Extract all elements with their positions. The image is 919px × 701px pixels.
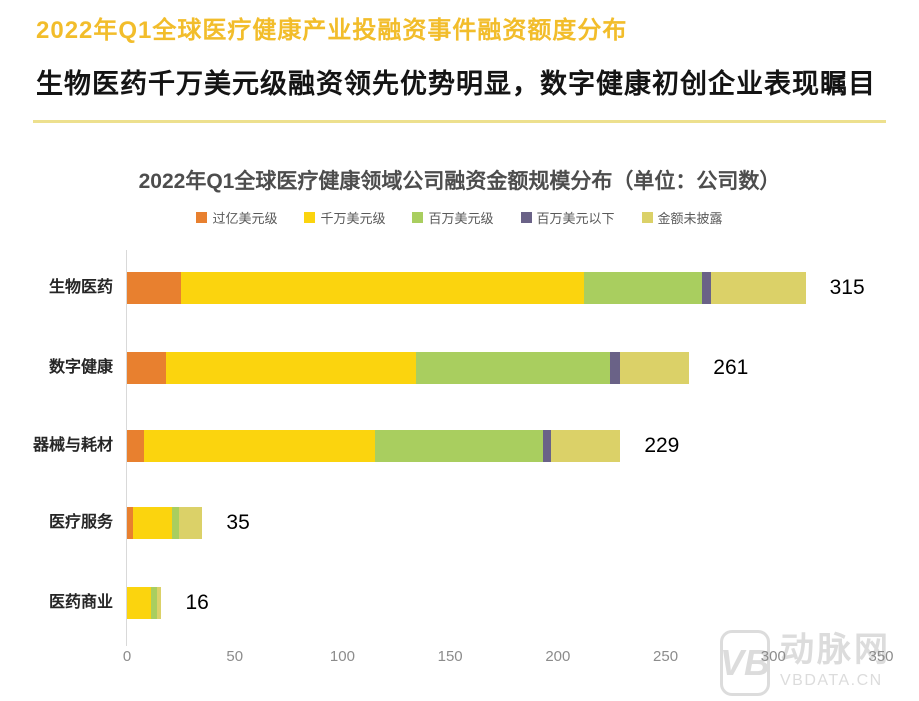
bar-value-label: 35 (226, 511, 250, 534)
bar-segment (157, 587, 162, 619)
legend-item: 百万美元以下 (520, 208, 615, 227)
category-label: 器械与耗材 (32, 437, 113, 454)
legend-swatch-icon (641, 212, 653, 223)
watermark-name: 动脉网 (780, 631, 891, 669)
vbdata-watermark: VB 动脉网 VBDATA.CN (720, 630, 891, 696)
bar-segment (609, 352, 621, 384)
bar-segment (133, 507, 173, 539)
category-label: 医药商业 (48, 594, 113, 611)
header-divider (33, 120, 886, 123)
watermark-domain: VBDATA.CN (780, 672, 883, 689)
legend-label: 百万美元级 (428, 211, 494, 226)
bar-row: 器械与耗材 229 (33, 430, 880, 462)
bar-chart-plot: 0 50 100 150 200 250 300 350 生物医药 315 数字健康 261 器械与耗… (33, 250, 894, 665)
legend-item: 百万美元级 (412, 208, 494, 227)
chart-title: 2022年Q1全球医疗健康领域公司融资金额规模分布（单位：公司数） (138, 170, 781, 193)
x-tick-label: 150 (437, 648, 463, 665)
legend-item: 过亿美元级 (196, 208, 277, 227)
bar-segment (551, 430, 621, 462)
chart-legend: 过亿美元级 千万美元级 百万美元级 百万美元以下 金额未披露 (0, 208, 919, 227)
bar-segment (127, 272, 181, 304)
x-tick-label: 0 (122, 648, 132, 665)
bar-value-label: 229 (644, 434, 680, 457)
legend-label: 千万美元级 (320, 211, 386, 226)
stacked-bar (127, 507, 203, 539)
stacked-bar (127, 430, 621, 462)
bar-segment (415, 352, 610, 384)
bar-segment (710, 272, 806, 304)
page-title: 2022年Q1全球医疗健康产业投融资事件融资额度分布 (36, 17, 628, 44)
legend-item: 千万美元级 (304, 208, 385, 227)
stacked-bar (127, 587, 162, 619)
watermark-text: 动脉网 VBDATA.CN (780, 630, 891, 692)
x-tick-label: 300 (760, 648, 786, 665)
bar-segment (374, 430, 543, 462)
category-label: 医疗服务 (48, 514, 113, 531)
x-tick-label: 250 (653, 648, 679, 665)
x-tick-label: 50 (226, 648, 244, 665)
bar-segment (583, 272, 703, 304)
x-tick-label: 200 (545, 648, 571, 665)
x-tick-label: 350 (868, 648, 894, 665)
legend-item: 金额未披露 (641, 208, 723, 227)
bar-segment (127, 430, 145, 462)
bar-segment (165, 352, 416, 384)
bar-value-label: 261 (713, 356, 749, 379)
bar-segment (144, 430, 375, 462)
bar-segment (178, 507, 203, 539)
bar-segment (150, 587, 158, 619)
bar-row: 数字健康 261 (49, 352, 880, 384)
bar-value-label: 16 (185, 591, 209, 614)
stacked-bar (127, 352, 690, 384)
bar-segment (180, 272, 584, 304)
category-label: 数字健康 (48, 359, 113, 376)
bar-row: 医药商业 16 (49, 587, 880, 619)
legend-label: 过亿美元级 (212, 211, 278, 226)
x-axis: 0 50 100 150 200 250 300 350 (123, 648, 894, 670)
legend-swatch-icon (520, 212, 532, 223)
bar-segment (620, 352, 690, 384)
bar-value-label: 315 (829, 276, 865, 299)
bar-segment (127, 352, 166, 384)
legend-swatch-icon (196, 212, 208, 223)
bar-segment (127, 507, 134, 539)
bar-row: 生物医药 315 (49, 272, 880, 304)
legend-label: 百万美元以下 (536, 211, 615, 226)
bar-segment (542, 430, 552, 462)
bar-segment (702, 272, 711, 304)
bar-row: 医疗服务 35 (49, 507, 880, 539)
bar-segment (127, 587, 151, 619)
legend-label: 金额未披露 (657, 211, 723, 226)
bar-segment (172, 507, 179, 539)
vb-logo-icon: VB (720, 630, 770, 696)
legend-swatch-icon (412, 212, 424, 223)
x-tick-label: 100 (329, 648, 355, 665)
stacked-bar (127, 272, 806, 304)
category-label: 生物医药 (48, 279, 113, 296)
page-subtitle: 生物医药千万美元级融资领先优势明显，数字健康初创企业表现瞩目 (36, 69, 876, 99)
legend-swatch-icon (304, 212, 316, 223)
